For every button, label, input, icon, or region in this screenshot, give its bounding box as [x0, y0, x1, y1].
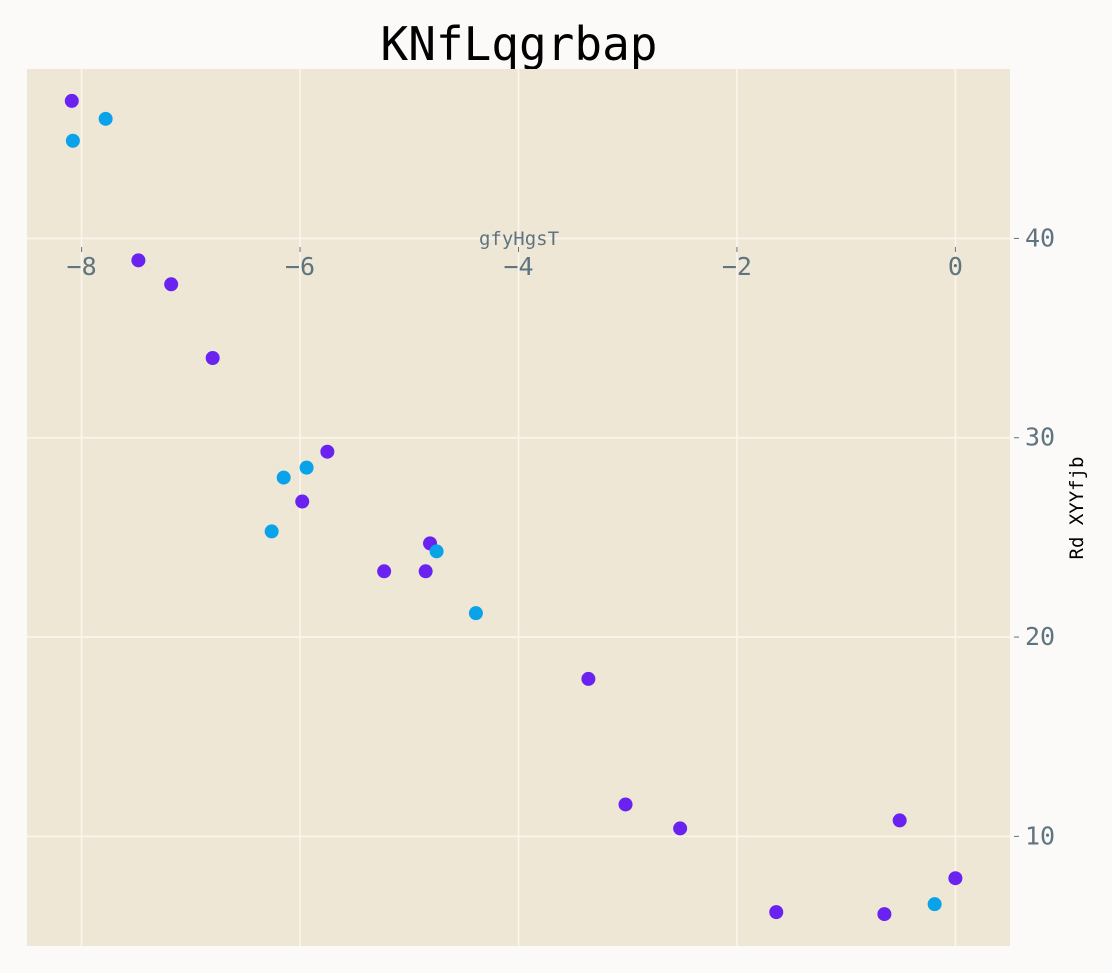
data-point-series-2: [264, 524, 279, 539]
data-point-series-1: [769, 905, 784, 920]
data-point-series-1: [320, 444, 335, 459]
data-point-series-2: [429, 544, 444, 559]
data-point-series-1: [877, 907, 892, 922]
data-point-series-1: [673, 821, 688, 836]
data-point-series-1: [295, 494, 310, 509]
data-point-series-1: [377, 564, 392, 579]
data-point-series-2: [276, 470, 291, 485]
data-point-series-1: [618, 797, 633, 812]
data-point-series-2: [299, 460, 314, 475]
y-tick-label: 40: [1025, 223, 1055, 252]
data-point-series-1: [948, 871, 963, 886]
x-axis-label: gfyHgsT: [479, 228, 559, 250]
y-axis-label: Rd XYYfjb: [1066, 457, 1088, 560]
data-point-series-1: [892, 813, 907, 828]
data-point-series-1: [205, 351, 220, 366]
data-point-series-2: [65, 133, 80, 148]
x-tick-label: −8: [67, 252, 97, 281]
y-tick-label: 30: [1025, 423, 1055, 452]
data-point-series-2: [98, 111, 113, 126]
data-point-series-1: [131, 253, 146, 268]
y-tick-label: 10: [1025, 821, 1055, 850]
axis-ticks: −8 −6 −4 −2 0 10 20 30 40: [67, 223, 1056, 850]
data-point-series-1: [418, 564, 433, 579]
data-point-series-1: [64, 93, 79, 108]
chart-title: KNfLqgrbap: [381, 17, 658, 71]
data-point-series-2: [927, 897, 942, 912]
data-point-series-1: [581, 671, 596, 686]
x-tick-label: −6: [285, 252, 315, 281]
data-point-series-1: [164, 277, 179, 292]
x-tick-label: −2: [722, 252, 752, 281]
x-tick-label: 0: [948, 252, 963, 281]
y-tick-label: 20: [1025, 622, 1055, 651]
data-points: [64, 93, 963, 922]
x-tick-label: −4: [503, 252, 533, 281]
data-point-series-2: [468, 606, 483, 621]
